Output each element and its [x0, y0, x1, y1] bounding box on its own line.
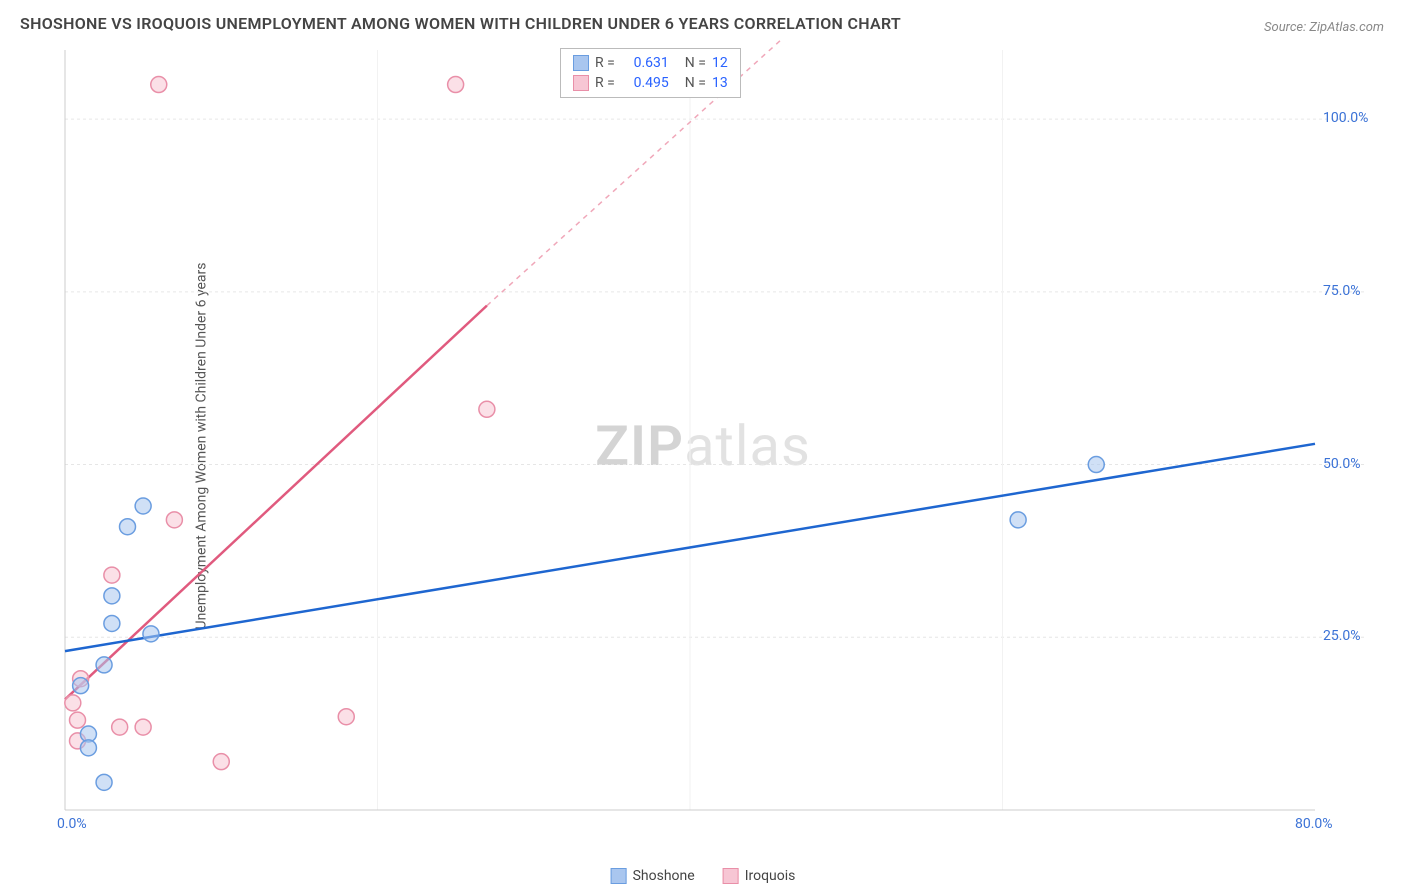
legend-swatch	[723, 868, 739, 884]
source-label: Source: ZipAtlas.com	[1264, 20, 1384, 35]
chart-container: SHOSHONE VS IROQUOIS UNEMPLOYMENT AMONG …	[0, 0, 1406, 892]
stat-r-value: 0.495	[621, 75, 669, 91]
series-swatch	[573, 75, 589, 91]
legend-item: Iroquois	[723, 868, 796, 884]
x-tick-label: 80.0%	[1295, 816, 1333, 832]
legend-item: Shoshone	[611, 868, 695, 884]
stat-n-value: 13	[712, 75, 728, 91]
y-tick-label: 25.0%	[1323, 628, 1361, 644]
y-tick-label: 50.0%	[1323, 456, 1361, 472]
stat-r-label: R =	[595, 55, 615, 71]
y-tick-label: 75.0%	[1323, 283, 1361, 299]
legend-label: Iroquois	[745, 868, 796, 884]
stat-n-value: 12	[712, 55, 728, 71]
scatter-chart	[55, 40, 1385, 850]
y-tick-label: 100.0%	[1323, 110, 1368, 126]
stats-row: R = 0.631 N = 12	[573, 53, 728, 73]
legend-swatch	[611, 868, 627, 884]
chart-title: SHOSHONE VS IROQUOIS UNEMPLOYMENT AMONG …	[20, 14, 901, 33]
correlation-stats-box: R = 0.631 N = 12 R = 0.495 N = 13	[560, 48, 741, 98]
legend-label: Shoshone	[633, 868, 695, 884]
series-swatch	[573, 55, 589, 71]
stat-n-label: N =	[685, 75, 706, 91]
stat-r-label: R =	[595, 75, 615, 91]
x-tick-label: 0.0%	[57, 816, 87, 832]
stats-row: R = 0.495 N = 13	[573, 73, 728, 93]
stat-n-label: N =	[685, 55, 706, 71]
legend: Shoshone Iroquois	[611, 868, 796, 884]
stat-r-value: 0.631	[621, 55, 669, 71]
